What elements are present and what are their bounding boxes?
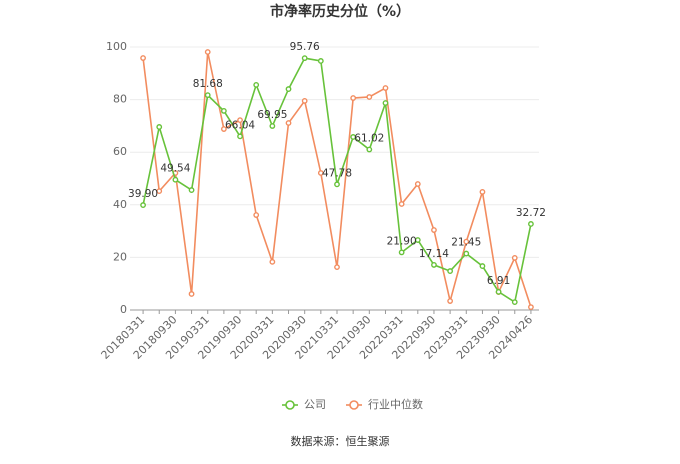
- data-point: [334, 264, 340, 271]
- legend-label: 行业中位数: [368, 397, 423, 411]
- data-label: 39.90: [128, 188, 158, 200]
- data-point: [414, 181, 421, 187]
- data-point: [447, 268, 454, 274]
- data-label: 6.91: [487, 275, 510, 287]
- data-point: [140, 202, 146, 208]
- data-point: [334, 181, 340, 188]
- data-point: [528, 304, 534, 311]
- data-point: [350, 134, 357, 140]
- data-point: [528, 221, 534, 227]
- data-point: [366, 94, 373, 100]
- data-point: [285, 86, 292, 92]
- data-label: 81.68: [193, 78, 223, 90]
- data-point: [398, 249, 405, 256]
- data-point: [398, 201, 405, 207]
- data-point: [253, 212, 260, 218]
- chart-title: 市净率历史分位（%）: [270, 3, 410, 20]
- data-label: 69.95: [257, 109, 287, 121]
- data-point: [431, 262, 437, 268]
- data-label: 95.76: [290, 41, 320, 53]
- data-point: [382, 85, 389, 91]
- data-point: [188, 187, 195, 193]
- legend-label: 公司: [304, 398, 326, 411]
- data-point: [204, 92, 211, 99]
- data-point: [463, 238, 470, 245]
- data-point: [237, 133, 243, 140]
- data-label: 21.90: [387, 235, 417, 247]
- data-point: [156, 124, 163, 130]
- data-point: [188, 291, 195, 297]
- data-point: [253, 81, 260, 88]
- data-point: [317, 58, 324, 64]
- y-tick-label: 20: [113, 250, 127, 263]
- y-tick-label: 100: [106, 40, 127, 53]
- data-point: [414, 237, 421, 243]
- data-point: [511, 255, 518, 261]
- data-label: 49.54: [160, 163, 190, 175]
- y-tick-label: 40: [113, 198, 127, 211]
- data-point: [350, 95, 357, 101]
- data-point: [495, 288, 502, 295]
- y-tick-label: 60: [113, 145, 127, 158]
- data-label: 17.14: [419, 248, 449, 260]
- data-label: 47.78: [322, 167, 352, 179]
- data-label: 61.02: [354, 133, 384, 145]
- data-point: [317, 170, 324, 176]
- data-point: [204, 49, 211, 55]
- data-point: [382, 100, 389, 106]
- data-point: [269, 123, 276, 129]
- data-label: 32.72: [516, 207, 546, 219]
- data-label: 66.04: [225, 119, 255, 131]
- data-point: [140, 55, 146, 61]
- data-point: [301, 98, 308, 104]
- legend-marker: [349, 400, 359, 410]
- data-point: [285, 120, 292, 126]
- data-point: [511, 299, 518, 306]
- data-point: [237, 117, 243, 124]
- data-point: [463, 250, 470, 257]
- source-note: 数据来源：恒生聚源: [291, 434, 390, 448]
- data-point: [479, 263, 486, 269]
- data-point: [156, 188, 163, 195]
- data-point: [301, 55, 308, 62]
- data-point: [220, 126, 227, 132]
- data-point: [431, 227, 437, 233]
- data-point: [220, 108, 227, 114]
- data-point: [172, 176, 179, 183]
- y-tick-label: 0: [120, 303, 127, 316]
- data-point: [366, 146, 373, 153]
- y-tick-label: 80: [113, 93, 127, 106]
- data-point: [269, 258, 276, 265]
- data-label: 21.45: [451, 237, 481, 249]
- legend-marker: [285, 400, 295, 410]
- data-point: [447, 298, 454, 304]
- data-point: [479, 189, 486, 195]
